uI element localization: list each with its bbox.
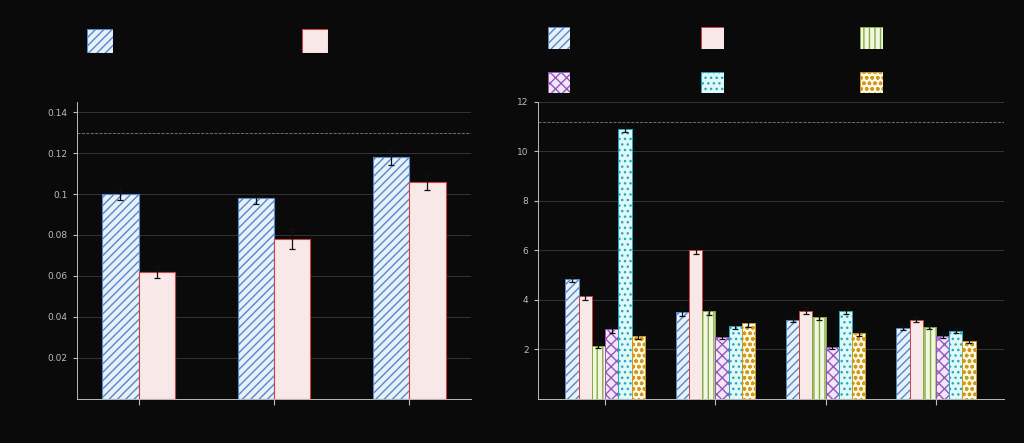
Bar bbox=[741, 323, 755, 399]
Bar bbox=[565, 279, 579, 399]
Bar bbox=[896, 328, 909, 399]
Bar bbox=[676, 312, 689, 399]
Bar bbox=[963, 341, 976, 399]
Bar bbox=[839, 311, 852, 399]
Bar bbox=[825, 347, 839, 399]
Bar bbox=[138, 272, 175, 399]
Bar bbox=[800, 311, 812, 399]
Bar bbox=[729, 326, 741, 399]
Bar bbox=[812, 317, 825, 399]
Bar bbox=[923, 327, 936, 399]
Bar bbox=[936, 336, 949, 399]
Bar bbox=[689, 250, 702, 399]
Bar bbox=[102, 194, 138, 399]
Bar bbox=[852, 333, 865, 399]
Bar bbox=[786, 319, 800, 399]
Bar bbox=[949, 330, 963, 399]
Bar bbox=[410, 182, 445, 399]
Bar bbox=[373, 157, 410, 399]
Bar bbox=[716, 337, 729, 399]
Bar bbox=[702, 311, 716, 399]
Bar bbox=[632, 336, 645, 399]
Bar bbox=[238, 198, 274, 399]
Bar bbox=[579, 296, 592, 399]
Bar bbox=[274, 239, 310, 399]
Bar bbox=[592, 346, 605, 399]
Bar bbox=[605, 330, 618, 399]
Bar bbox=[618, 129, 632, 399]
Bar bbox=[909, 319, 923, 399]
